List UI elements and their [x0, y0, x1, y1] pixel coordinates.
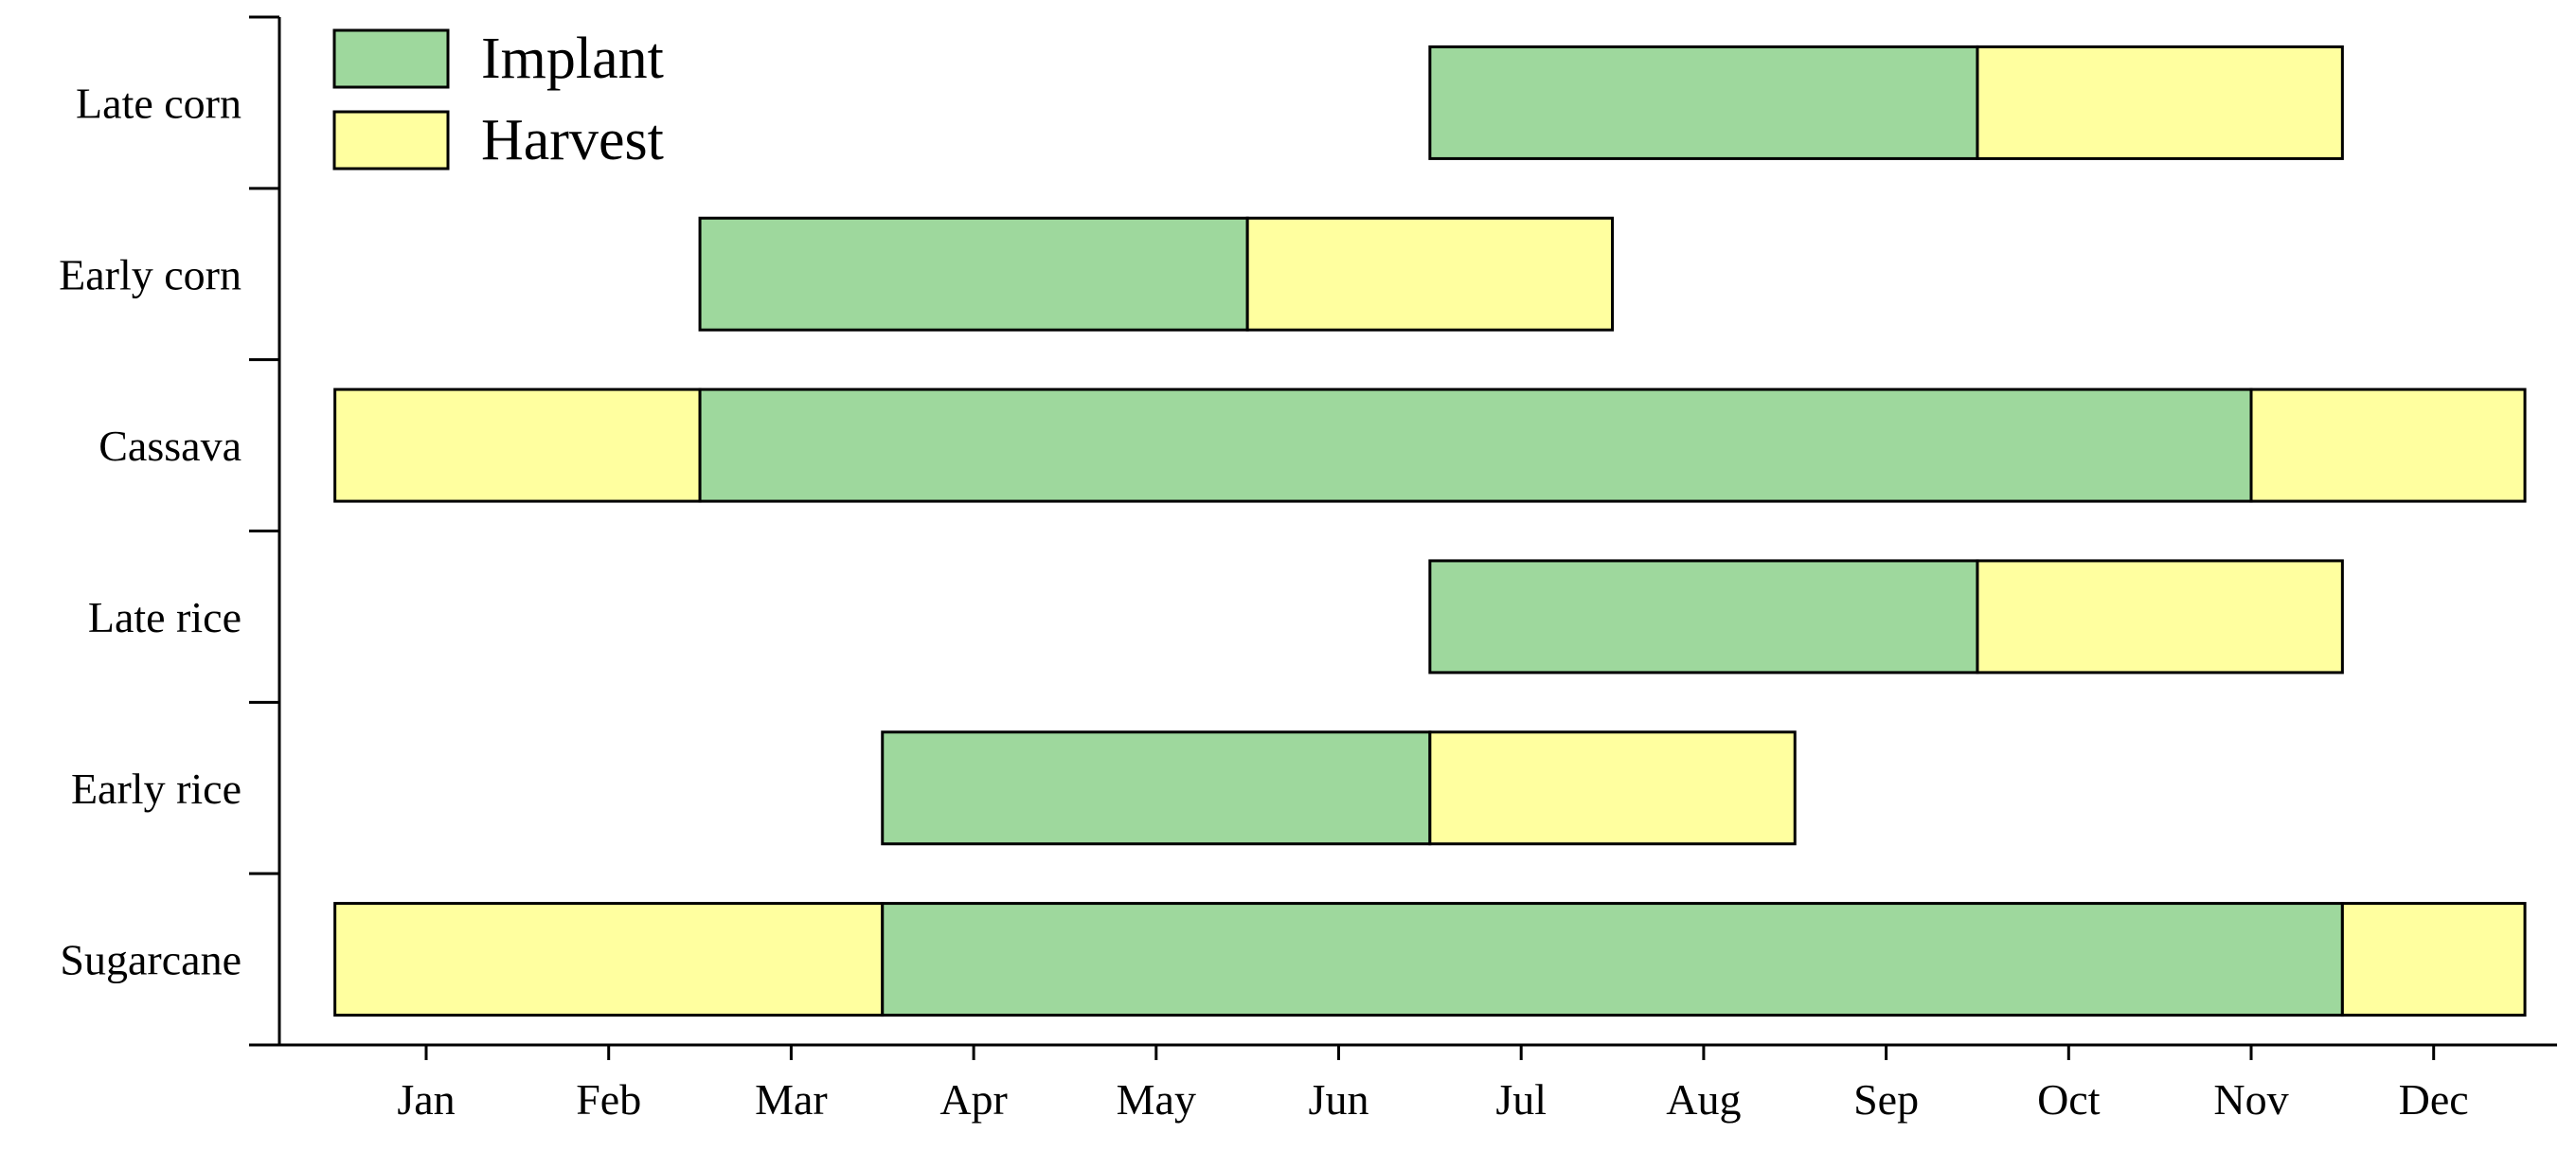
bar-segment-implant: [881, 902, 2344, 1017]
x-tick-label: Oct: [2037, 1075, 2101, 1124]
bar-segment-implant: [1428, 559, 1979, 675]
bars: [333, 45, 2527, 1017]
x-tick-label: Jun: [1309, 1075, 1369, 1124]
bar-segment-harvest: [333, 902, 885, 1017]
axes: [249, 15, 2557, 1047]
bar-segment-harvest: [1245, 216, 1615, 332]
x-axis-ticks: Jan Feb Mar Apr May Jun Jul Aug Sep Oct Nov Dec: [397, 1045, 2469, 1124]
category-label: Cassava: [98, 422, 242, 470]
bar-segment-harvest: [1976, 45, 2344, 160]
legend-label: Harvest: [481, 108, 664, 172]
x-tick-label: Feb: [576, 1075, 641, 1124]
bar-segment-harvest: [1428, 730, 1797, 846]
bar-segment-implant: [1428, 45, 1979, 160]
x-tick-label: Jul: [1495, 1075, 1547, 1124]
bar-segment-harvest: [2249, 387, 2527, 503]
x-tick-label: Dec: [2399, 1075, 2469, 1124]
bar-segment-harvest: [2340, 902, 2527, 1017]
category-label: Late rice: [88, 593, 242, 641]
bar-segment-harvest: [1976, 559, 2344, 675]
legend-swatch: [332, 110, 450, 171]
category-label: Sugarcane: [60, 936, 242, 984]
x-tick-label: May: [1117, 1075, 1196, 1124]
legend: Implant Harvest: [332, 27, 664, 172]
x-tick-label: Sep: [1853, 1075, 1919, 1124]
x-tick-label: Apr: [939, 1075, 1008, 1124]
bar-segment-harvest: [333, 387, 702, 503]
category-label: Late corn: [76, 79, 242, 127]
category-label: Early corn: [59, 250, 242, 298]
bar-segment-implant: [881, 730, 1432, 846]
x-tick-label: Aug: [1666, 1075, 1741, 1124]
bar-segment-implant: [698, 216, 1249, 332]
x-tick-label: Nov: [2213, 1075, 2288, 1124]
x-tick-label: Mar: [755, 1075, 828, 1124]
legend-swatch: [332, 28, 450, 89]
y-axis-categories: Late corn Early corn Cassava Late rice Early…: [59, 79, 242, 983]
legend-label: Implant: [481, 27, 664, 91]
bar-segment-implant: [698, 387, 2253, 503]
category-label: Early rice: [71, 765, 242, 813]
x-tick-label: Jan: [397, 1075, 455, 1124]
